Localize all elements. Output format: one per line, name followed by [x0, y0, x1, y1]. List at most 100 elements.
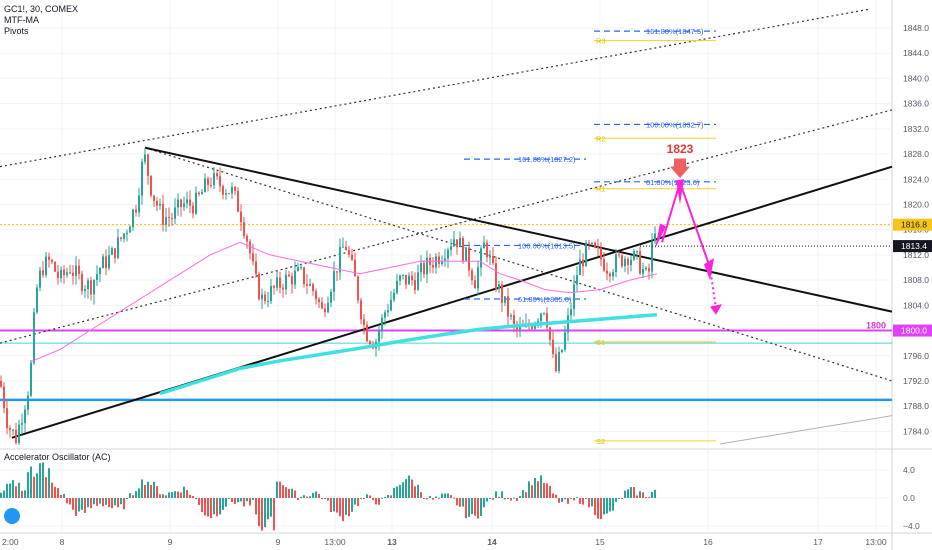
oscillator-bar	[519, 496, 521, 498]
oscillator-bar	[528, 481, 530, 498]
pivot-label-s2: S2	[596, 437, 605, 446]
candle-body	[324, 308, 326, 313]
upper-channel-dotted-line	[0, 8, 871, 168]
candle-body	[411, 275, 413, 281]
candle-body	[156, 200, 158, 206]
candle-body	[435, 256, 437, 268]
oscillator-bar	[438, 497, 440, 499]
oscillator-bar	[105, 498, 107, 505]
candle-body	[228, 193, 230, 195]
candle-body	[399, 275, 401, 281]
candle-body	[291, 276, 293, 285]
oscillator-bar	[198, 498, 200, 506]
oscillator-bar	[585, 498, 587, 499]
oscillator-bar	[450, 495, 452, 498]
oscillator-bar	[465, 498, 467, 519]
oscillator-bar	[420, 492, 422, 498]
oscillator-bar	[324, 498, 326, 499]
candle-body	[69, 272, 71, 274]
oscillator-bar	[378, 498, 380, 505]
oscillator-bar	[360, 498, 362, 499]
candle-body	[294, 270, 296, 285]
oscillator-bar	[570, 498, 572, 499]
candle-body	[327, 302, 329, 313]
middle-channel-dotted-line	[0, 109, 893, 344]
forecast-arrowhead-1	[655, 223, 666, 249]
candle-body	[105, 256, 107, 269]
candle-body	[18, 424, 20, 444]
candle-body	[138, 195, 140, 213]
oscillator-bar	[501, 491, 503, 498]
candle-body	[240, 211, 242, 223]
candle-body	[165, 217, 167, 225]
oscillator-bar	[84, 498, 86, 513]
oscillator-bar	[222, 498, 224, 510]
candle-body	[402, 274, 404, 276]
oscillator-bar	[99, 498, 101, 504]
oscillator-bar	[75, 498, 77, 517]
candle-body	[201, 192, 203, 195]
candle-body	[348, 249, 350, 255]
oscillator-legend[interactable]: Accelerator Oscillator (AC)	[4, 452, 111, 462]
oscillator-bar	[489, 498, 491, 499]
oscillator-bar	[36, 473, 38, 498]
candle-body	[615, 254, 617, 273]
price-tick-label: 1828.0	[903, 149, 929, 159]
oscillator-bar	[633, 487, 635, 498]
candle-body	[396, 280, 398, 293]
oscillator-bar	[294, 490, 296, 498]
oscillator-bar	[219, 498, 221, 515]
oscillator-bar	[132, 495, 134, 498]
oscillator-bar	[27, 472, 29, 498]
candle-body	[537, 320, 539, 324]
candle-body	[42, 270, 44, 276]
candle-body	[531, 326, 533, 329]
candle-body	[588, 242, 590, 244]
candle-body	[78, 265, 80, 274]
oscillator-bar	[612, 498, 614, 511]
candle-body	[627, 258, 629, 265]
candle-body	[414, 280, 416, 290]
candle-body	[255, 261, 257, 274]
oscillator-bar	[66, 498, 68, 504]
price-tick-label: 1792.0	[903, 376, 929, 386]
oscillator-bar	[645, 497, 647, 499]
candle-body	[603, 259, 605, 271]
candle-body	[213, 173, 215, 186]
level-1800-price-tag: 1800.0	[901, 326, 927, 336]
indicator-mtf-ma-label[interactable]: MTF-MA	[4, 15, 39, 25]
candle-body	[192, 205, 194, 214]
indicator-pivots-label[interactable]: Pivots	[4, 26, 29, 36]
candle-body	[12, 429, 14, 431]
fib-label: 100.00%(1832.7)	[646, 120, 704, 129]
candle-body	[258, 273, 260, 300]
candle-body	[444, 258, 446, 261]
candle-body	[318, 299, 320, 303]
candle-body	[171, 217, 173, 219]
oscillator-bar	[432, 498, 434, 500]
oscillator-bar	[495, 491, 497, 498]
oscillator-bar	[108, 498, 110, 508]
candle-body	[267, 301, 269, 303]
time-tick-label: 8	[60, 537, 65, 547]
candle-body	[456, 239, 458, 248]
oscillator-bar	[390, 495, 392, 498]
oscillator-bar	[138, 488, 140, 498]
oscillator-bar	[276, 481, 278, 498]
oscillator-bar	[558, 498, 560, 503]
candle-body	[510, 315, 512, 317]
oscillator-bar	[255, 498, 257, 515]
oscillator-bar	[606, 498, 608, 514]
oscillator-bar	[210, 498, 212, 519]
candle-body	[252, 253, 254, 262]
candle-body	[651, 241, 653, 272]
candle-body	[282, 287, 284, 290]
time-tick-label: 15	[595, 537, 605, 547]
candle-body	[576, 275, 578, 285]
candle-body	[321, 302, 323, 309]
candle-body	[555, 353, 557, 372]
candle-body	[360, 300, 362, 320]
symbol-label[interactable]: GC1!, 30, COMEX	[4, 4, 79, 14]
